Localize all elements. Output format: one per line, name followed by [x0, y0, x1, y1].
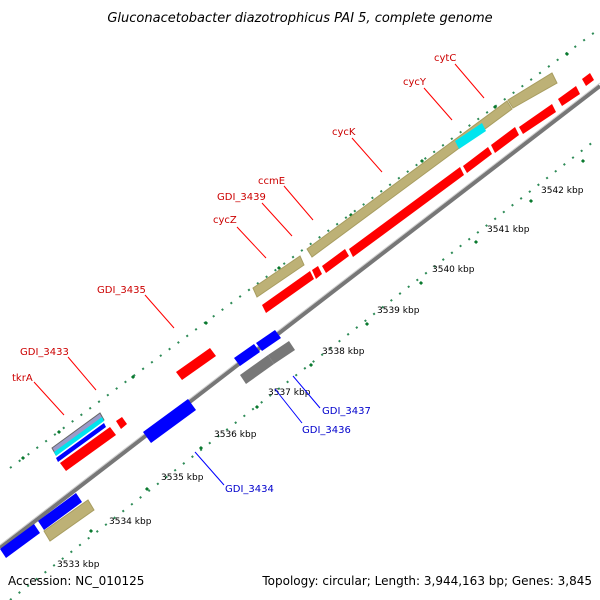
- scale-labels: 3533 kbp 3534 kbp 3535 kbp 3536 kbp 3537…: [57, 186, 584, 570]
- cds-edge-right[interactable]: [582, 73, 594, 86]
- cds-GDI_3433[interactable]: [60, 427, 116, 471]
- label-GDI_3436[interactable]: GDI_3436: [302, 425, 351, 436]
- tick-label-3536: 3536 kbp: [214, 430, 257, 440]
- cds-tkrA-blue[interactable]: [56, 423, 106, 462]
- cds-cycZ[interactable]: [262, 271, 314, 313]
- reverse-leaders: [194, 375, 321, 486]
- backbone-line: [0, 84, 600, 550]
- label-GDI_3439[interactable]: GDI_3439: [217, 192, 266, 203]
- pseudo-gene-b[interactable]: [268, 341, 295, 364]
- cds-GDI_3434[interactable]: [143, 399, 196, 443]
- label-GDI_3435[interactable]: GDI_3435: [97, 285, 146, 296]
- cds-cycY[interactable]: [491, 127, 519, 153]
- cds-reverse-left-a[interactable]: [38, 493, 82, 530]
- label-cycK[interactable]: cycK: [332, 127, 356, 138]
- gene-track-left[interactable]: [43, 499, 95, 542]
- tick-label-3537: 3537 kbp: [268, 388, 311, 398]
- label-cycZ[interactable]: cycZ: [213, 215, 237, 226]
- map-title: Gluconacetobacter diazotrophicus PAI 5, …: [107, 11, 492, 26]
- reverse-labels: GDI_3434 GDI_3436 GDI_3437: [225, 406, 371, 495]
- outer-ticks: [20, 51, 570, 461]
- tick-label-3535: 3535 kbp: [161, 473, 204, 483]
- accession-text: Accession: NC_010125: [8, 574, 144, 588]
- label-tkrA[interactable]: tkrA: [12, 373, 33, 384]
- inner-ticks: [88, 158, 586, 534]
- forward-labels: tkrA GDI_3433 GDI_3435 cycZ GDI_3439 ccm…: [12, 53, 456, 384]
- label-GDI_3434[interactable]: GDI_3434: [225, 484, 274, 495]
- cds-cytC[interactable]: [519, 104, 556, 134]
- outer-guide-ring: [9, 31, 596, 469]
- tick-label-3542: 3542 kbp: [541, 186, 584, 196]
- gene-track-cycZ[interactable]: [252, 255, 305, 298]
- tick-label-3538: 3538 kbp: [322, 347, 365, 357]
- gene-track-cytC[interactable]: [507, 72, 558, 109]
- tick-label-3534: 3534 kbp: [109, 517, 152, 527]
- cds-reverse-left-b[interactable]: [0, 524, 40, 558]
- label-cytC[interactable]: cytC: [434, 53, 456, 64]
- label-GDI_3437[interactable]: GDI_3437: [322, 406, 371, 417]
- genome-summary-text: Topology: circular; Length: 3,944,163 bp…: [261, 574, 592, 588]
- rna-feature-cycY[interactable]: [455, 123, 486, 149]
- cds-upstream-right[interactable]: [558, 86, 580, 106]
- inner-guide-ring: [9, 137, 599, 600]
- cds-GDI_3436[interactable]: [234, 344, 260, 366]
- rna-tkrA[interactable]: [54, 417, 104, 456]
- label-cycY[interactable]: cycY: [403, 77, 427, 88]
- backbone-highlight: [0, 82, 600, 546]
- tick-label-3541: 3541 kbp: [487, 225, 530, 235]
- cds-GDI_3435[interactable]: [176, 348, 216, 380]
- forward-leaders: [33, 63, 485, 416]
- cds-GDI_3437[interactable]: [256, 330, 281, 351]
- tick-label-3540: 3540 kbp: [432, 265, 475, 275]
- cds-GDI_3439[interactable]: [312, 266, 322, 279]
- pseudo-gene-a[interactable]: [240, 355, 274, 384]
- cds-cycK-b[interactable]: [463, 147, 492, 173]
- cds-small-left[interactable]: [116, 417, 127, 429]
- tick-label-3539: 3539 kbp: [377, 306, 420, 316]
- label-ccmE[interactable]: ccmE: [258, 176, 285, 187]
- cds-ccmE[interactable]: [322, 249, 349, 273]
- label-GDI_3433[interactable]: GDI_3433: [20, 347, 69, 358]
- cds-cycK[interactable]: [349, 167, 464, 257]
- tick-label-3533: 3533 kbp: [57, 560, 100, 570]
